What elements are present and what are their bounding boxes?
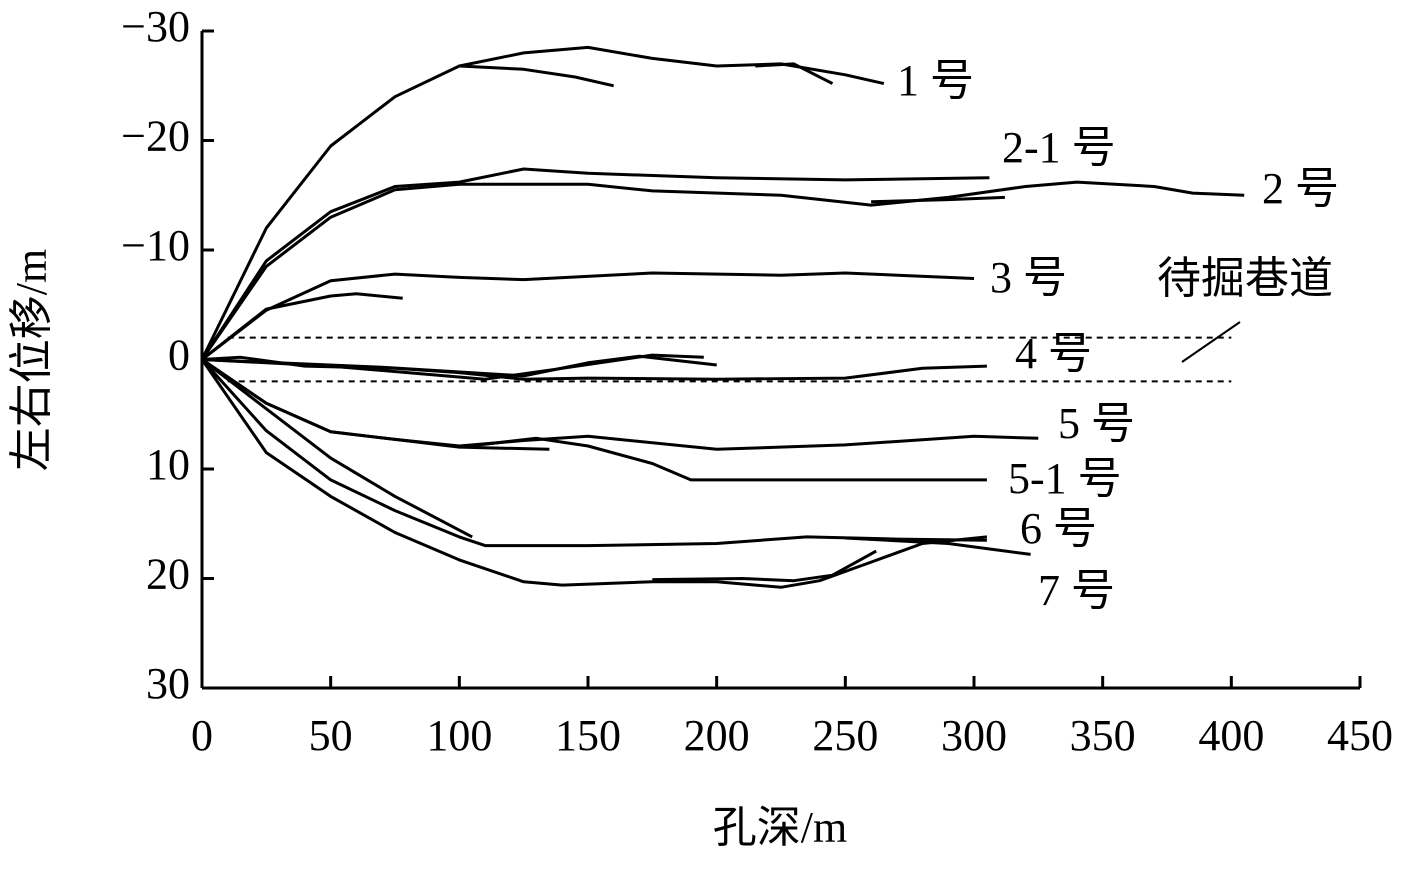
- series-line: [200, 358, 987, 548]
- series-line: [200, 180, 1245, 361]
- x-tick-label: 50: [309, 711, 353, 760]
- y-tick-label: 10: [146, 440, 190, 489]
- y-tick-label: −20: [121, 112, 190, 161]
- x-tick-label: 100: [426, 711, 492, 760]
- annotation-leader: [1181, 321, 1241, 363]
- series-label: 5 号: [1058, 399, 1135, 448]
- series-line: [459, 64, 615, 88]
- y-tick-label: 0: [168, 331, 190, 380]
- series-line: [652, 549, 877, 583]
- series-line: [200, 358, 988, 589]
- series-label: 2 号: [1262, 164, 1339, 213]
- series-label: 3 号: [990, 253, 1067, 302]
- x-tick-label: 400: [1198, 711, 1264, 760]
- x-tick-label: 350: [1070, 711, 1136, 760]
- x-tick-label: 300: [941, 711, 1007, 760]
- y-tick-label: 20: [146, 550, 190, 599]
- series-line: [201, 354, 717, 378]
- y-axis-label: 左右位移/m: [7, 249, 56, 471]
- series-line: [755, 62, 834, 85]
- x-axis-label: 孔深/m: [713, 803, 847, 852]
- series-line: [200, 45, 885, 361]
- series-line: [845, 536, 1031, 556]
- series-label: 5-1 号: [1008, 454, 1122, 503]
- x-tick-label: 250: [812, 711, 878, 760]
- y-tick-label: −30: [121, 2, 190, 51]
- series-label: 4 号: [1015, 329, 1092, 378]
- series-line: [201, 358, 987, 482]
- series-line: [459, 445, 550, 451]
- annotation: 待掘巷道: [1157, 254, 1333, 303]
- series-line: [201, 358, 473, 539]
- y-tick-label: 30: [146, 659, 190, 708]
- x-tick-label: 0: [191, 711, 213, 760]
- x-tick-label: 150: [555, 711, 621, 760]
- series-label: 2-1 号: [1002, 123, 1116, 172]
- x-tick-label: 450: [1327, 711, 1393, 760]
- series-line: [201, 292, 403, 361]
- series-label: 1 号: [897, 56, 974, 105]
- series-label: 7 号: [1038, 566, 1115, 615]
- series-line: [871, 195, 1005, 204]
- series-label: 6 号: [1020, 504, 1097, 553]
- y-tick-label: −10: [121, 221, 190, 270]
- x-tick-label: 200: [684, 711, 750, 760]
- series-line: [200, 167, 990, 361]
- series-line: [201, 271, 975, 361]
- series-line: [201, 358, 1039, 451]
